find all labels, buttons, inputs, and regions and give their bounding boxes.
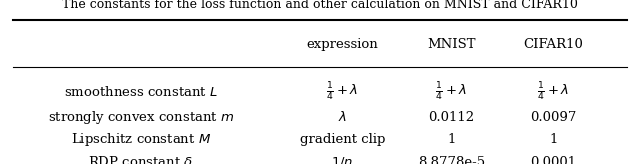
Text: $1/n$: $1/n$ [332, 155, 353, 164]
Text: 0.0097: 0.0097 [531, 111, 577, 124]
Text: 0.0112: 0.0112 [428, 111, 474, 124]
Text: RDP constant $\delta$: RDP constant $\delta$ [88, 155, 193, 164]
Text: $\frac{1}{4}+\lambda$: $\frac{1}{4}+\lambda$ [326, 81, 358, 103]
Text: Lipschitz constant $M$: Lipschitz constant $M$ [71, 131, 211, 148]
Text: 1: 1 [447, 133, 456, 146]
Text: expression: expression [307, 38, 378, 51]
Text: gradient clip: gradient clip [300, 133, 385, 146]
Text: strongly convex constant $m$: strongly convex constant $m$ [47, 109, 234, 126]
Text: 0.0001: 0.0001 [531, 156, 577, 164]
Text: MNIST: MNIST [427, 38, 476, 51]
Text: $\frac{1}{4}+\lambda$: $\frac{1}{4}+\lambda$ [538, 81, 570, 103]
Text: smoothness constant $L$: smoothness constant $L$ [64, 85, 218, 99]
Text: 8.8778e-5: 8.8778e-5 [418, 156, 484, 164]
Text: $\frac{1}{4}+\lambda$: $\frac{1}{4}+\lambda$ [435, 81, 467, 103]
Text: The constants for the loss function and other calculation on MNIST and CIFAR10: The constants for the loss function and … [62, 0, 578, 11]
Text: $\lambda$: $\lambda$ [338, 110, 347, 124]
Text: 1: 1 [549, 133, 558, 146]
Text: CIFAR10: CIFAR10 [524, 38, 584, 51]
